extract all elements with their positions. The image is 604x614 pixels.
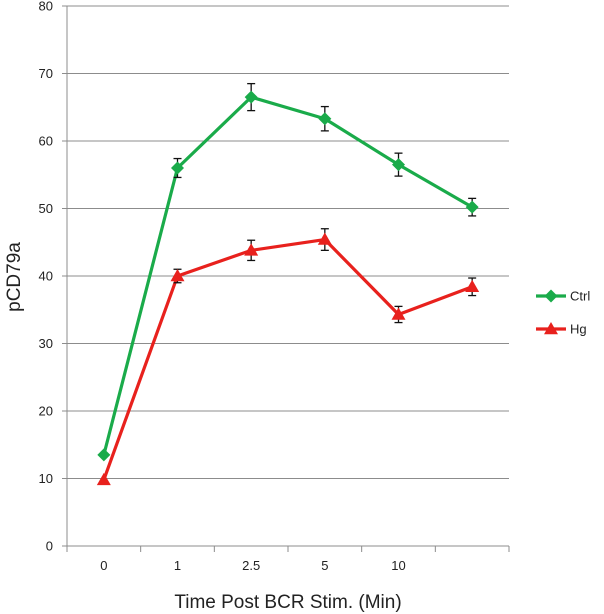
axes [62, 5, 510, 552]
x-axis-title: Time Post BCR Stim. (Min) [174, 592, 401, 613]
data-point-hg [317, 232, 332, 245]
x-tick-label: 5 [321, 558, 328, 573]
y-tick-label: 80 [39, 0, 53, 14]
legend-swatch-marker [544, 289, 558, 303]
series-line-ctrl [102, 95, 473, 456]
data-point-ctrl [97, 448, 111, 462]
legend-item-hg: Hg [536, 322, 587, 337]
y-axis-title: pCD79a [4, 242, 25, 312]
legend-swatch-marker [544, 322, 558, 335]
series [96, 82, 480, 486]
data-point-ctrl [171, 161, 184, 175]
y-tick-label: 0 [46, 539, 53, 554]
series-line-hg [102, 237, 473, 481]
data-point-ctrl [392, 158, 405, 172]
y-tick-label: 30 [39, 336, 53, 351]
data-point-hg [465, 279, 480, 293]
data-point-ctrl [244, 90, 258, 104]
data-point-ctrl [318, 112, 332, 126]
x-tick-label: 10 [391, 558, 405, 573]
legend-label: Hg [570, 322, 587, 337]
y-tick-label: 70 [39, 66, 53, 81]
data-point-hg [96, 472, 111, 486]
data-point-hg [391, 307, 406, 320]
y-tick-label: 40 [39, 269, 53, 284]
data-point-hg [244, 243, 259, 256]
legend: Ctrl Hg [536, 289, 590, 337]
legend-item-ctrl: Ctrl [536, 289, 590, 304]
data-point-ctrl [465, 200, 479, 214]
gridlines [67, 5, 509, 479]
x-tick-label: 2.5 [242, 558, 260, 573]
y-tick-label: 10 [39, 471, 53, 486]
y-tick-label: 60 [39, 134, 53, 149]
legend-label: Ctrl [570, 289, 590, 304]
y-tick-labels: 0 10 20 30 40 50 60 70 80 [39, 0, 53, 554]
y-tick-label: 20 [39, 404, 53, 419]
x-tick-labels: 0 1 2.5 5 10 [100, 558, 406, 573]
series-hg [96, 228, 480, 486]
x-tick-label: 0 [100, 558, 107, 573]
x-tick-label: 1 [174, 558, 181, 573]
data-point-hg [170, 269, 185, 282]
series-ctrl [97, 82, 479, 462]
y-tick-label: 50 [39, 201, 53, 216]
